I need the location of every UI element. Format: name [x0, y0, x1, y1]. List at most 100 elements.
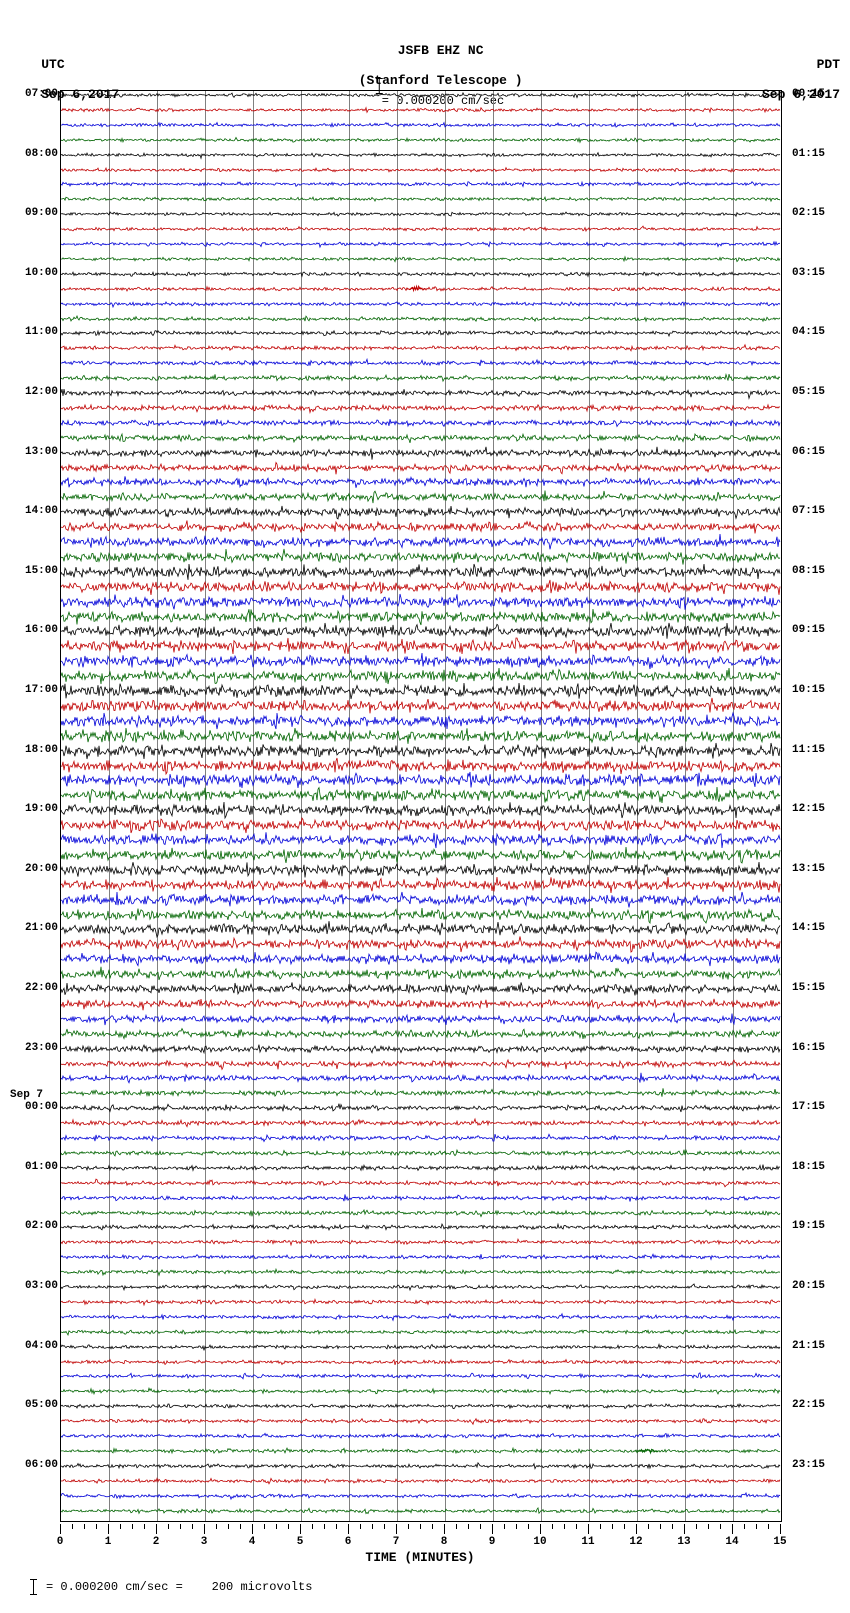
- utc-hour-label: 08:00: [10, 148, 58, 160]
- x-tick-minor: [408, 1524, 409, 1529]
- x-tick-major: [252, 1524, 253, 1534]
- utc-hour-label: 06:00: [10, 1459, 58, 1471]
- local-hour-label: 14:15: [792, 922, 840, 934]
- utc-hour-label: 20:00: [10, 863, 58, 875]
- x-tick-major: [588, 1524, 589, 1534]
- x-tick-major: [60, 1524, 61, 1534]
- x-tick-minor: [648, 1524, 649, 1529]
- utc-hour-label: 03:00: [10, 1280, 58, 1292]
- x-tick-label: 4: [249, 1536, 256, 1548]
- local-hour-label: 01:15: [792, 148, 840, 160]
- x-tick-minor: [744, 1524, 745, 1529]
- utc-hour-label: 15:00: [10, 565, 58, 577]
- local-hour-label: 05:15: [792, 386, 840, 398]
- utc-hour-label: 11:00: [10, 326, 58, 338]
- local-hour-label: 23:15: [792, 1459, 840, 1471]
- x-tick-minor: [372, 1524, 373, 1529]
- utc-hour-label: 00:00: [10, 1101, 58, 1113]
- x-tick-major: [348, 1524, 349, 1534]
- x-tick-minor: [216, 1524, 217, 1529]
- x-tick-major: [444, 1524, 445, 1534]
- local-hour-label: 19:15: [792, 1220, 840, 1232]
- utc-hour-label: 02:00: [10, 1220, 58, 1232]
- local-label: PDT: [817, 57, 840, 72]
- x-tick-minor: [672, 1524, 673, 1529]
- utc-hour-label: 07:00: [10, 88, 58, 100]
- x-tick-minor: [624, 1524, 625, 1529]
- utc-hour-label: 17:00: [10, 684, 58, 696]
- x-tick-label: 8: [441, 1536, 448, 1548]
- x-tick-minor: [480, 1524, 481, 1529]
- utc-hour-label: 22:00: [10, 982, 58, 994]
- x-tick-label: 2: [153, 1536, 160, 1548]
- x-tick-minor: [576, 1524, 577, 1529]
- x-tick-minor: [132, 1524, 133, 1529]
- x-tick-minor: [504, 1524, 505, 1529]
- x-tick-minor: [528, 1524, 529, 1529]
- x-tick-label: 12: [629, 1536, 642, 1548]
- x-tick-minor: [768, 1524, 769, 1529]
- x-tick-minor: [180, 1524, 181, 1529]
- local-hour-label: 18:15: [792, 1161, 840, 1173]
- x-tick-major: [108, 1524, 109, 1534]
- footer-text: = 0.000200 cm/sec = 200 microvolts: [39, 1580, 313, 1594]
- x-tick-minor: [360, 1524, 361, 1529]
- x-tick-minor: [240, 1524, 241, 1529]
- x-tick-major: [684, 1524, 685, 1534]
- x-tick-minor: [72, 1524, 73, 1529]
- utc-hour-label: 21:00: [10, 922, 58, 934]
- utc-hour-label: 10:00: [10, 267, 58, 279]
- x-tick-minor: [600, 1524, 601, 1529]
- x-tick-minor: [84, 1524, 85, 1529]
- x-tick-label: 10: [533, 1536, 546, 1548]
- x-tick-label: 1: [105, 1536, 112, 1548]
- local-hour-label: 17:15: [792, 1101, 840, 1113]
- x-tick-minor: [336, 1524, 337, 1529]
- x-tick-minor: [192, 1524, 193, 1529]
- x-tick-label: 7: [393, 1536, 400, 1548]
- x-tick-minor: [432, 1524, 433, 1529]
- x-tick-minor: [516, 1524, 517, 1529]
- x-tick-label: 13: [677, 1536, 690, 1548]
- x-axis: TIME (MINUTES) 0123456789101112131415: [60, 1524, 780, 1564]
- station-code: JSFB EHZ NC: [398, 43, 484, 58]
- x-tick-major: [540, 1524, 541, 1534]
- local-hour-label: 16:15: [792, 1042, 840, 1054]
- x-tick-label: 14: [725, 1536, 738, 1548]
- x-tick-minor: [660, 1524, 661, 1529]
- local-hour-label: 03:15: [792, 267, 840, 279]
- local-hour-label: 11:15: [792, 744, 840, 756]
- x-tick-minor: [96, 1524, 97, 1529]
- x-tick-major: [636, 1524, 637, 1534]
- x-tick-minor: [288, 1524, 289, 1529]
- x-tick-minor: [696, 1524, 697, 1529]
- scale-bar-icon: [29, 1579, 39, 1595]
- x-tick-minor: [120, 1524, 121, 1529]
- x-tick-label: 11: [581, 1536, 594, 1548]
- local-hour-label: 02:15: [792, 207, 840, 219]
- x-tick-minor: [324, 1524, 325, 1529]
- x-tick-minor: [456, 1524, 457, 1529]
- local-hour-label: 08:15: [792, 565, 840, 577]
- x-tick-minor: [168, 1524, 169, 1529]
- local-hour-label: 09:15: [792, 624, 840, 636]
- utc-day-marker: Sep 7: [10, 1089, 43, 1101]
- x-tick-label: 3: [201, 1536, 208, 1548]
- x-tick-label: 15: [773, 1536, 786, 1548]
- x-tick-minor: [564, 1524, 565, 1529]
- utc-hour-label: 13:00: [10, 446, 58, 458]
- footer-scale: = 0.000200 cm/sec = 200 microvolts: [0, 1565, 312, 1609]
- x-tick-major: [780, 1524, 781, 1534]
- local-hour-label: 06:15: [792, 446, 840, 458]
- x-tick-minor: [228, 1524, 229, 1529]
- local-hour-label: 07:15: [792, 505, 840, 517]
- utc-hour-label: 14:00: [10, 505, 58, 517]
- local-hour-label: 22:15: [792, 1399, 840, 1411]
- utc-label: UTC: [41, 57, 64, 72]
- x-tick-minor: [384, 1524, 385, 1529]
- x-tick-minor: [264, 1524, 265, 1529]
- x-tick-major: [492, 1524, 493, 1534]
- x-tick-minor: [312, 1524, 313, 1529]
- x-tick-label: 0: [57, 1536, 64, 1548]
- x-tick-major: [396, 1524, 397, 1534]
